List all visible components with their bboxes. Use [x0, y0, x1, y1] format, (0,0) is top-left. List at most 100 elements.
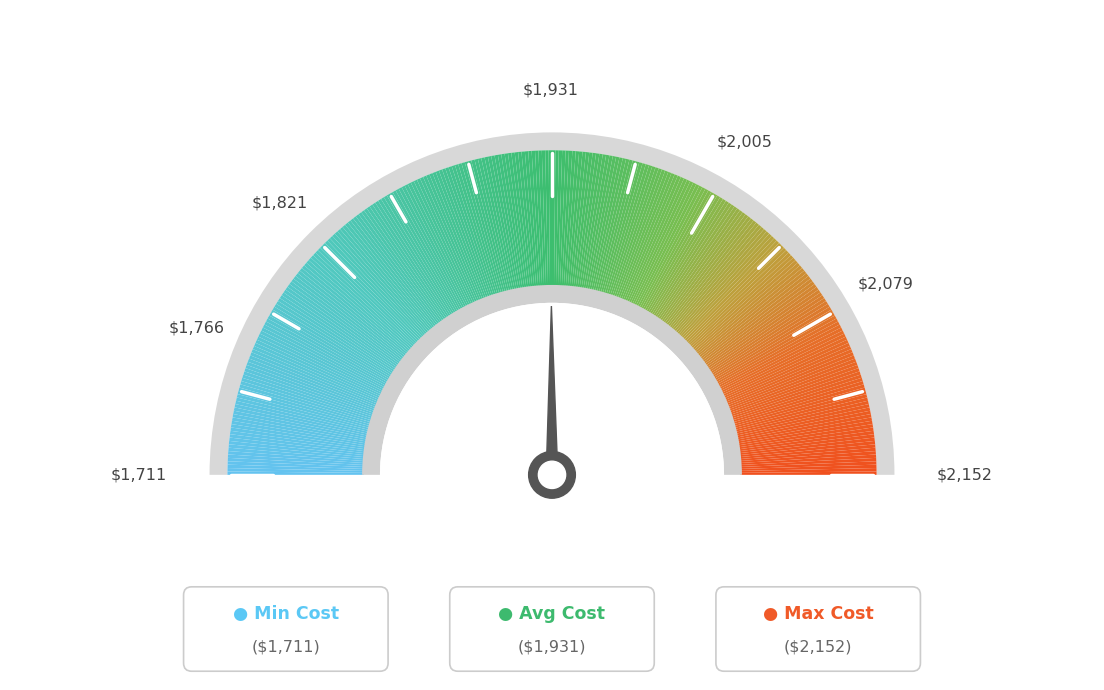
Wedge shape: [731, 371, 861, 417]
Wedge shape: [242, 377, 372, 420]
Text: ● Avg Cost: ● Avg Cost: [499, 605, 605, 624]
Wedge shape: [564, 151, 576, 287]
Wedge shape: [605, 163, 646, 295]
Wedge shape: [691, 255, 794, 349]
Wedge shape: [694, 263, 800, 353]
Text: $1,821: $1,821: [252, 196, 308, 211]
Wedge shape: [286, 287, 399, 367]
Wedge shape: [734, 394, 868, 430]
Wedge shape: [710, 298, 826, 374]
Wedge shape: [254, 343, 380, 400]
Wedge shape: [590, 157, 619, 290]
Wedge shape: [439, 170, 488, 298]
Wedge shape: [308, 257, 412, 351]
Wedge shape: [353, 216, 438, 326]
Wedge shape: [294, 276, 403, 361]
Wedge shape: [735, 404, 870, 435]
Wedge shape: [739, 437, 874, 455]
Wedge shape: [501, 154, 524, 289]
Wedge shape: [656, 204, 734, 319]
Wedge shape: [229, 448, 364, 461]
Polygon shape: [546, 306, 558, 475]
Wedge shape: [556, 150, 562, 286]
Wedge shape: [296, 273, 404, 359]
Wedge shape: [625, 175, 681, 302]
Wedge shape: [273, 306, 391, 379]
Wedge shape: [245, 365, 375, 413]
Wedge shape: [318, 248, 417, 344]
Wedge shape: [739, 427, 873, 449]
Wedge shape: [718, 322, 840, 388]
Wedge shape: [227, 461, 364, 469]
Wedge shape: [508, 152, 529, 288]
Text: ● Max Cost: ● Max Cost: [763, 605, 873, 624]
Wedge shape: [332, 234, 426, 336]
Wedge shape: [488, 156, 517, 290]
Wedge shape: [726, 352, 853, 406]
Text: ($1,711): ($1,711): [252, 640, 320, 654]
Wedge shape: [675, 229, 766, 334]
Wedge shape: [686, 246, 784, 343]
Wedge shape: [289, 282, 401, 364]
Wedge shape: [257, 337, 382, 397]
Wedge shape: [741, 471, 877, 475]
Wedge shape: [251, 352, 378, 406]
Wedge shape: [471, 159, 507, 293]
Wedge shape: [737, 414, 871, 442]
Text: $1,931: $1,931: [522, 83, 578, 98]
Wedge shape: [740, 451, 875, 463]
Wedge shape: [524, 151, 539, 287]
Wedge shape: [740, 458, 877, 467]
Text: $1,766: $1,766: [169, 320, 224, 335]
Wedge shape: [380, 303, 724, 475]
Wedge shape: [722, 337, 847, 397]
Wedge shape: [452, 165, 496, 296]
Wedge shape: [340, 227, 431, 333]
Wedge shape: [737, 417, 872, 444]
Wedge shape: [735, 401, 869, 434]
Wedge shape: [709, 295, 825, 373]
Wedge shape: [528, 151, 540, 287]
Wedge shape: [236, 394, 370, 430]
Wedge shape: [702, 279, 813, 362]
Wedge shape: [740, 441, 875, 457]
Wedge shape: [301, 266, 408, 355]
Wedge shape: [314, 253, 415, 347]
Wedge shape: [652, 201, 729, 317]
Wedge shape: [362, 285, 742, 475]
Wedge shape: [732, 381, 863, 422]
Circle shape: [539, 461, 565, 489]
Wedge shape: [233, 414, 367, 442]
Wedge shape: [420, 177, 477, 303]
Wedge shape: [325, 241, 422, 340]
Wedge shape: [429, 173, 482, 301]
Wedge shape: [616, 170, 665, 298]
Wedge shape: [591, 157, 623, 291]
Wedge shape: [514, 152, 532, 288]
Wedge shape: [728, 355, 854, 407]
Wedge shape: [740, 464, 877, 471]
Wedge shape: [739, 431, 874, 451]
Wedge shape: [267, 315, 388, 384]
Wedge shape: [238, 388, 371, 426]
Text: $2,152: $2,152: [936, 467, 992, 482]
Wedge shape: [264, 322, 386, 388]
Wedge shape: [715, 313, 835, 382]
Wedge shape: [367, 206, 446, 320]
Wedge shape: [411, 181, 471, 306]
Wedge shape: [673, 227, 764, 333]
Wedge shape: [614, 168, 662, 297]
Wedge shape: [414, 179, 474, 304]
Wedge shape: [262, 328, 384, 391]
Wedge shape: [679, 236, 774, 337]
Wedge shape: [580, 154, 603, 289]
Wedge shape: [399, 187, 465, 309]
Wedge shape: [735, 397, 868, 432]
Wedge shape: [737, 421, 872, 445]
Wedge shape: [729, 365, 859, 413]
Wedge shape: [732, 377, 862, 420]
Wedge shape: [335, 231, 427, 335]
Wedge shape: [637, 186, 702, 308]
Wedge shape: [266, 319, 388, 386]
Wedge shape: [498, 155, 522, 289]
